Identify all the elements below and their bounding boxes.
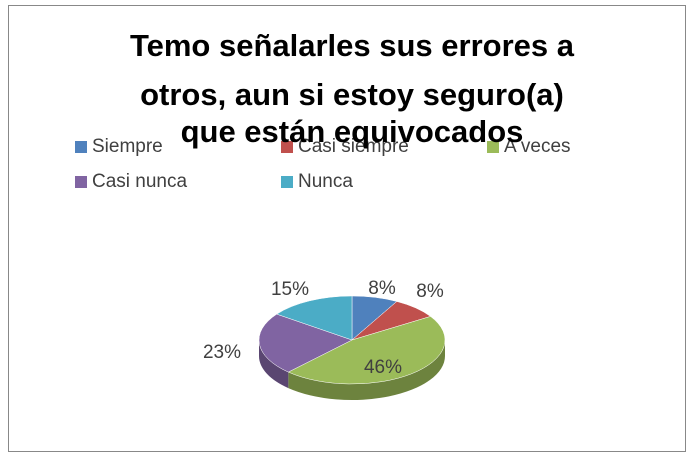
legend-label: Casi siempre	[298, 136, 409, 157]
pie-side	[288, 340, 445, 400]
data-label: 8%	[416, 281, 444, 302]
legend-swatch	[487, 141, 499, 153]
chart-title: otros, aun si estoy seguro(a)	[140, 77, 564, 112]
pie-slice	[287, 316, 446, 385]
legend-swatch	[75, 176, 87, 188]
legend-label: A veces	[504, 136, 571, 157]
chart-title: que están equivocados	[181, 114, 524, 149]
data-label: 15%	[271, 279, 309, 300]
data-label: 46%	[364, 357, 402, 378]
legend-label: Siempre	[92, 136, 163, 157]
pie-slice	[276, 295, 353, 341]
legend-swatch	[281, 141, 293, 153]
data-label: 8%	[368, 278, 396, 299]
data-label: 23%	[203, 342, 241, 363]
legend-swatch	[75, 141, 87, 153]
legend-label: Nunca	[298, 171, 353, 192]
chart-title: Temo señalarles sus errores a	[130, 28, 575, 63]
pie-slice	[258, 313, 353, 373]
legend-label: Casi nunca	[92, 171, 187, 192]
legend-swatch	[281, 176, 293, 188]
